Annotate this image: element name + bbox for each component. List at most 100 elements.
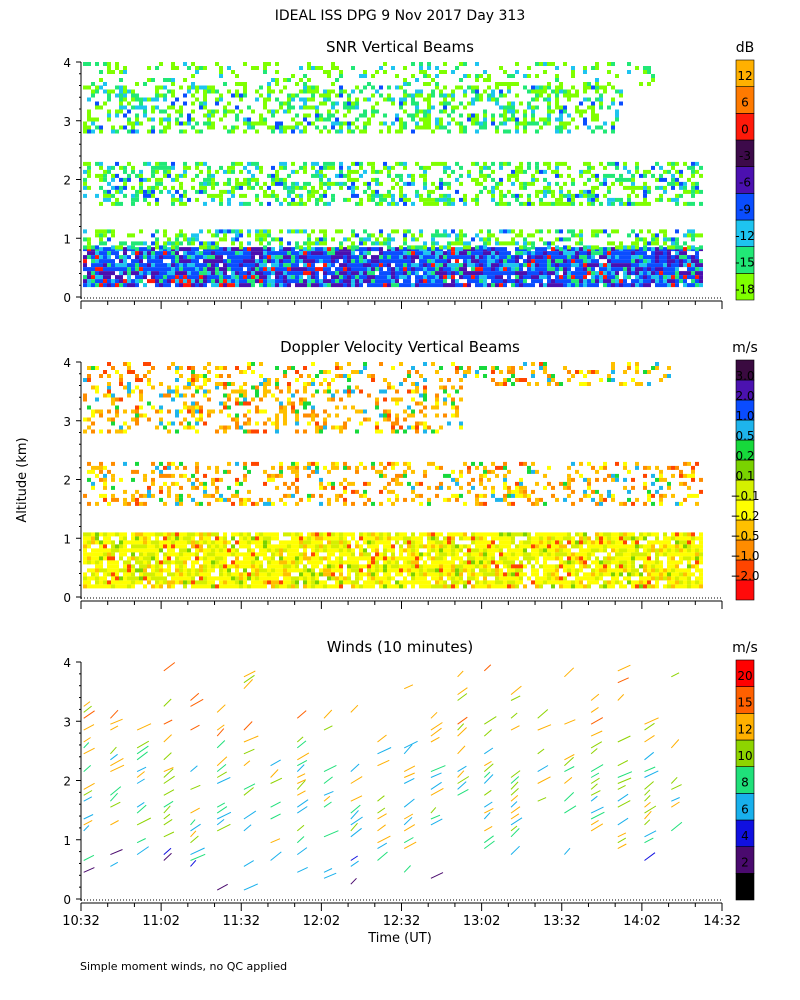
heatmap-cell	[579, 237, 583, 242]
heatmap-cell	[535, 169, 539, 174]
heatmap-cell	[227, 283, 231, 288]
heatmap-cell	[403, 263, 407, 268]
heatmap-cell	[111, 125, 115, 130]
heatmap-cell	[319, 229, 323, 234]
heatmap-cell	[419, 117, 423, 122]
heatmap-cell	[483, 237, 487, 242]
heatmap-cell	[123, 181, 127, 186]
heatmap-cell	[151, 169, 155, 174]
heatmap-cell	[107, 197, 111, 202]
heatmap-cell	[379, 556, 383, 561]
heatmap-cell	[235, 552, 239, 557]
heatmap-cell	[399, 177, 403, 182]
heatmap-cell	[415, 101, 419, 106]
heatmap-cell	[595, 125, 599, 130]
heatmap-cell	[359, 241, 363, 246]
heatmap-cell	[447, 275, 451, 280]
heatmap-cell	[583, 283, 587, 288]
heatmap-cell	[239, 275, 243, 280]
heatmap-cell	[547, 251, 551, 256]
heatmap-cell	[575, 125, 579, 130]
heatmap-cell	[367, 564, 371, 569]
heatmap-cell	[175, 536, 179, 541]
heatmap-cell	[503, 113, 507, 118]
heatmap-cell	[635, 251, 639, 256]
heatmap-cell	[335, 78, 339, 82]
heatmap-cell	[687, 540, 691, 545]
heatmap-cell	[543, 97, 547, 102]
heatmap-cell	[603, 279, 607, 284]
heatmap-cell	[675, 536, 679, 541]
heatmap-cell	[443, 271, 447, 276]
heatmap-cell	[371, 105, 375, 110]
heatmap-cell	[311, 251, 315, 256]
heatmap-cell	[327, 556, 331, 561]
heatmap-cell	[427, 62, 431, 66]
heatmap-cell	[391, 177, 395, 182]
heatmap-cell	[107, 271, 111, 276]
heatmap-cell	[387, 97, 391, 102]
heatmap-cell	[391, 101, 395, 106]
heatmap-cell	[543, 532, 547, 537]
heatmap-cell	[399, 267, 403, 272]
heatmap-cell	[535, 540, 539, 545]
heatmap-cell	[115, 568, 119, 573]
heatmap-cell	[663, 241, 667, 246]
heatmap-cell	[115, 255, 119, 260]
heatmap-cell	[547, 245, 551, 250]
heatmap-cell	[587, 564, 591, 569]
heatmap-cell	[627, 560, 631, 565]
heatmap-cell	[479, 560, 483, 565]
heatmap-cell	[127, 89, 131, 94]
heatmap-cell	[339, 93, 343, 98]
heatmap-cell	[291, 251, 295, 256]
heatmap-cell	[575, 552, 579, 557]
heatmap-cell	[243, 201, 247, 206]
heatmap-cell	[615, 544, 619, 549]
heatmap-cell	[327, 109, 331, 114]
heatmap-cell	[359, 247, 363, 252]
heatmap-cell	[655, 197, 659, 202]
heatmap-cell	[215, 544, 219, 549]
heatmap-cell	[567, 129, 571, 134]
heatmap-cell	[95, 117, 99, 122]
heatmap-cell	[143, 271, 147, 276]
heatmap-cell	[419, 540, 423, 545]
heatmap-cell	[295, 540, 299, 545]
heatmap-cell	[611, 121, 615, 126]
heatmap-cell	[635, 185, 639, 190]
heatmap-cell	[91, 259, 95, 264]
heatmap-cell	[471, 161, 475, 166]
heatmap-cell	[247, 263, 251, 268]
heatmap-cell	[291, 544, 295, 549]
heatmap-cell	[155, 201, 159, 206]
heatmap-cell	[423, 572, 427, 577]
heatmap-cell	[83, 552, 87, 557]
heatmap-cell	[223, 233, 227, 238]
heatmap-cell	[255, 237, 259, 242]
heatmap-cell	[131, 552, 135, 557]
heatmap-cell	[331, 161, 335, 166]
heatmap-cell	[319, 173, 323, 178]
heatmap-cell	[659, 263, 663, 268]
heatmap-cell	[695, 247, 699, 252]
heatmap-cell	[263, 189, 267, 194]
heatmap-cell	[423, 74, 427, 78]
heatmap-cell	[235, 82, 239, 86]
heatmap-cell	[515, 247, 519, 252]
heatmap-cell	[435, 544, 439, 549]
heatmap-cell	[167, 572, 171, 577]
heatmap-cell	[83, 532, 87, 537]
heatmap-cell	[647, 66, 651, 70]
heatmap-cell	[399, 193, 403, 198]
heatmap-cell	[183, 169, 187, 174]
heatmap-cell	[403, 536, 407, 541]
heatmap-cell	[523, 556, 527, 561]
heatmap-cell	[363, 259, 367, 264]
heatmap-cell	[687, 536, 691, 541]
heatmap-cell	[243, 275, 247, 280]
heatmap-cell	[115, 564, 119, 569]
heatmap-cell	[95, 89, 99, 94]
heatmap-cell	[619, 259, 623, 264]
heatmap-cell	[115, 279, 119, 284]
